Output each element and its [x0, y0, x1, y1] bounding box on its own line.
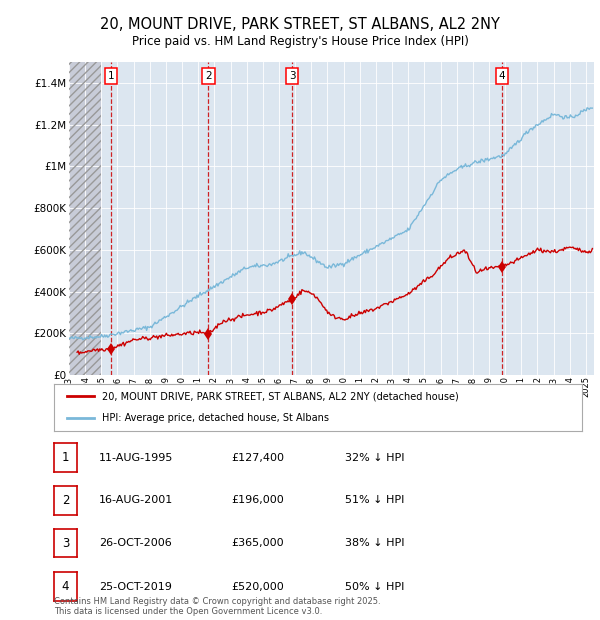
- Text: £520,000: £520,000: [231, 582, 284, 591]
- Text: 26-OCT-2006: 26-OCT-2006: [99, 538, 172, 548]
- Text: 38% ↓ HPI: 38% ↓ HPI: [345, 538, 404, 548]
- Text: 50% ↓ HPI: 50% ↓ HPI: [345, 582, 404, 591]
- Text: 32% ↓ HPI: 32% ↓ HPI: [345, 453, 404, 463]
- Text: 20, MOUNT DRIVE, PARK STREET, ST ALBANS, AL2 2NY (detached house): 20, MOUNT DRIVE, PARK STREET, ST ALBANS,…: [101, 391, 458, 401]
- Text: 4: 4: [62, 580, 69, 593]
- Text: £127,400: £127,400: [231, 453, 284, 463]
- Text: 2: 2: [205, 71, 212, 81]
- Text: Price paid vs. HM Land Registry's House Price Index (HPI): Price paid vs. HM Land Registry's House …: [131, 35, 469, 48]
- Text: £196,000: £196,000: [231, 495, 284, 505]
- Text: 3: 3: [62, 537, 69, 549]
- Text: 16-AUG-2001: 16-AUG-2001: [99, 495, 173, 505]
- Text: 25-OCT-2019: 25-OCT-2019: [99, 582, 172, 591]
- Text: 51% ↓ HPI: 51% ↓ HPI: [345, 495, 404, 505]
- Text: This data is licensed under the Open Government Licence v3.0.: This data is licensed under the Open Gov…: [54, 606, 322, 616]
- Text: £365,000: £365,000: [231, 538, 284, 548]
- Text: Contains HM Land Registry data © Crown copyright and database right 2025.: Contains HM Land Registry data © Crown c…: [54, 597, 380, 606]
- Text: HPI: Average price, detached house, St Albans: HPI: Average price, detached house, St A…: [101, 413, 329, 423]
- Text: 11-AUG-1995: 11-AUG-1995: [99, 453, 173, 463]
- Text: 1: 1: [62, 451, 69, 464]
- Text: 20, MOUNT DRIVE, PARK STREET, ST ALBANS, AL2 2NY: 20, MOUNT DRIVE, PARK STREET, ST ALBANS,…: [100, 17, 500, 32]
- Text: 2: 2: [62, 494, 69, 507]
- Text: 1: 1: [108, 71, 115, 81]
- Text: 4: 4: [499, 71, 505, 81]
- Bar: [69, 62, 101, 375]
- Bar: [69, 62, 101, 375]
- Text: 3: 3: [289, 71, 296, 81]
